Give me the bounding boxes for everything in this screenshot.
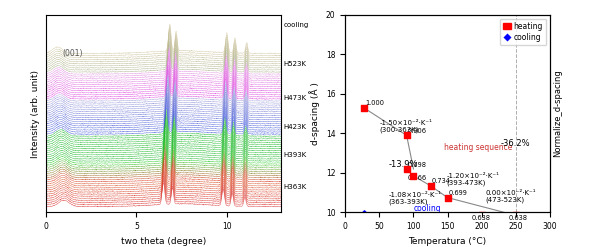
Text: heating sequence: heating sequence [444, 143, 513, 152]
Text: -1.50×10⁻²·K⁻¹
(300-363K): -1.50×10⁻²·K⁻¹ (300-363K) [379, 120, 432, 133]
Text: (001): (001) [62, 49, 82, 58]
Point [359, 212, 368, 216]
X-axis label: Temperatura (°C): Temperatura (°C) [409, 237, 486, 246]
Point [477, 213, 486, 217]
Text: cooling: cooling [414, 204, 441, 213]
Text: H363K: H363K [284, 184, 307, 190]
Text: H523K: H523K [284, 61, 306, 67]
Text: -36.2%: -36.2% [501, 139, 530, 148]
Point [402, 167, 412, 171]
Text: -13.9%: -13.9% [388, 160, 418, 168]
Text: H473K: H473K [284, 95, 307, 101]
Text: H423K: H423K [284, 124, 306, 130]
Point [511, 213, 521, 217]
Text: 0.699: 0.699 [449, 190, 468, 196]
Text: cooling: cooling [284, 22, 309, 28]
Text: 0.638: 0.638 [509, 215, 528, 221]
Point [409, 174, 419, 178]
Text: 0.906: 0.906 [408, 128, 427, 134]
Text: 0.798: 0.798 [408, 162, 427, 167]
Text: 0.638: 0.638 [472, 215, 491, 221]
Text: -1.20×10⁻²·K⁻¹
(393-473K): -1.20×10⁻²·K⁻¹ (393-473K) [446, 173, 499, 186]
Point [442, 196, 452, 200]
X-axis label: two theta (degree): two theta (degree) [121, 237, 206, 246]
Text: -1.08×10⁻²·K⁻¹
(363-393K): -1.08×10⁻²·K⁻¹ (363-393K) [388, 192, 441, 205]
Point [359, 106, 368, 110]
Y-axis label: Normalize_d-spacing: Normalize_d-spacing [553, 70, 562, 158]
Point [402, 133, 412, 137]
Legend: heating, cooling: heating, cooling [500, 19, 546, 45]
Text: 1.000: 1.000 [365, 100, 384, 106]
Y-axis label: Intensity (arb. unit): Intensity (arb. unit) [31, 70, 40, 158]
Text: 0.00×10⁻²·K⁻¹
(473-523K): 0.00×10⁻²·K⁻¹ (473-523K) [485, 190, 536, 203]
Text: H393K: H393K [284, 152, 307, 158]
Text: 0.734: 0.734 [432, 178, 451, 184]
Point [426, 184, 436, 188]
Y-axis label: d-spacing (Å ): d-spacing (Å ) [309, 82, 320, 145]
Text: 0.766: 0.766 [408, 175, 427, 181]
